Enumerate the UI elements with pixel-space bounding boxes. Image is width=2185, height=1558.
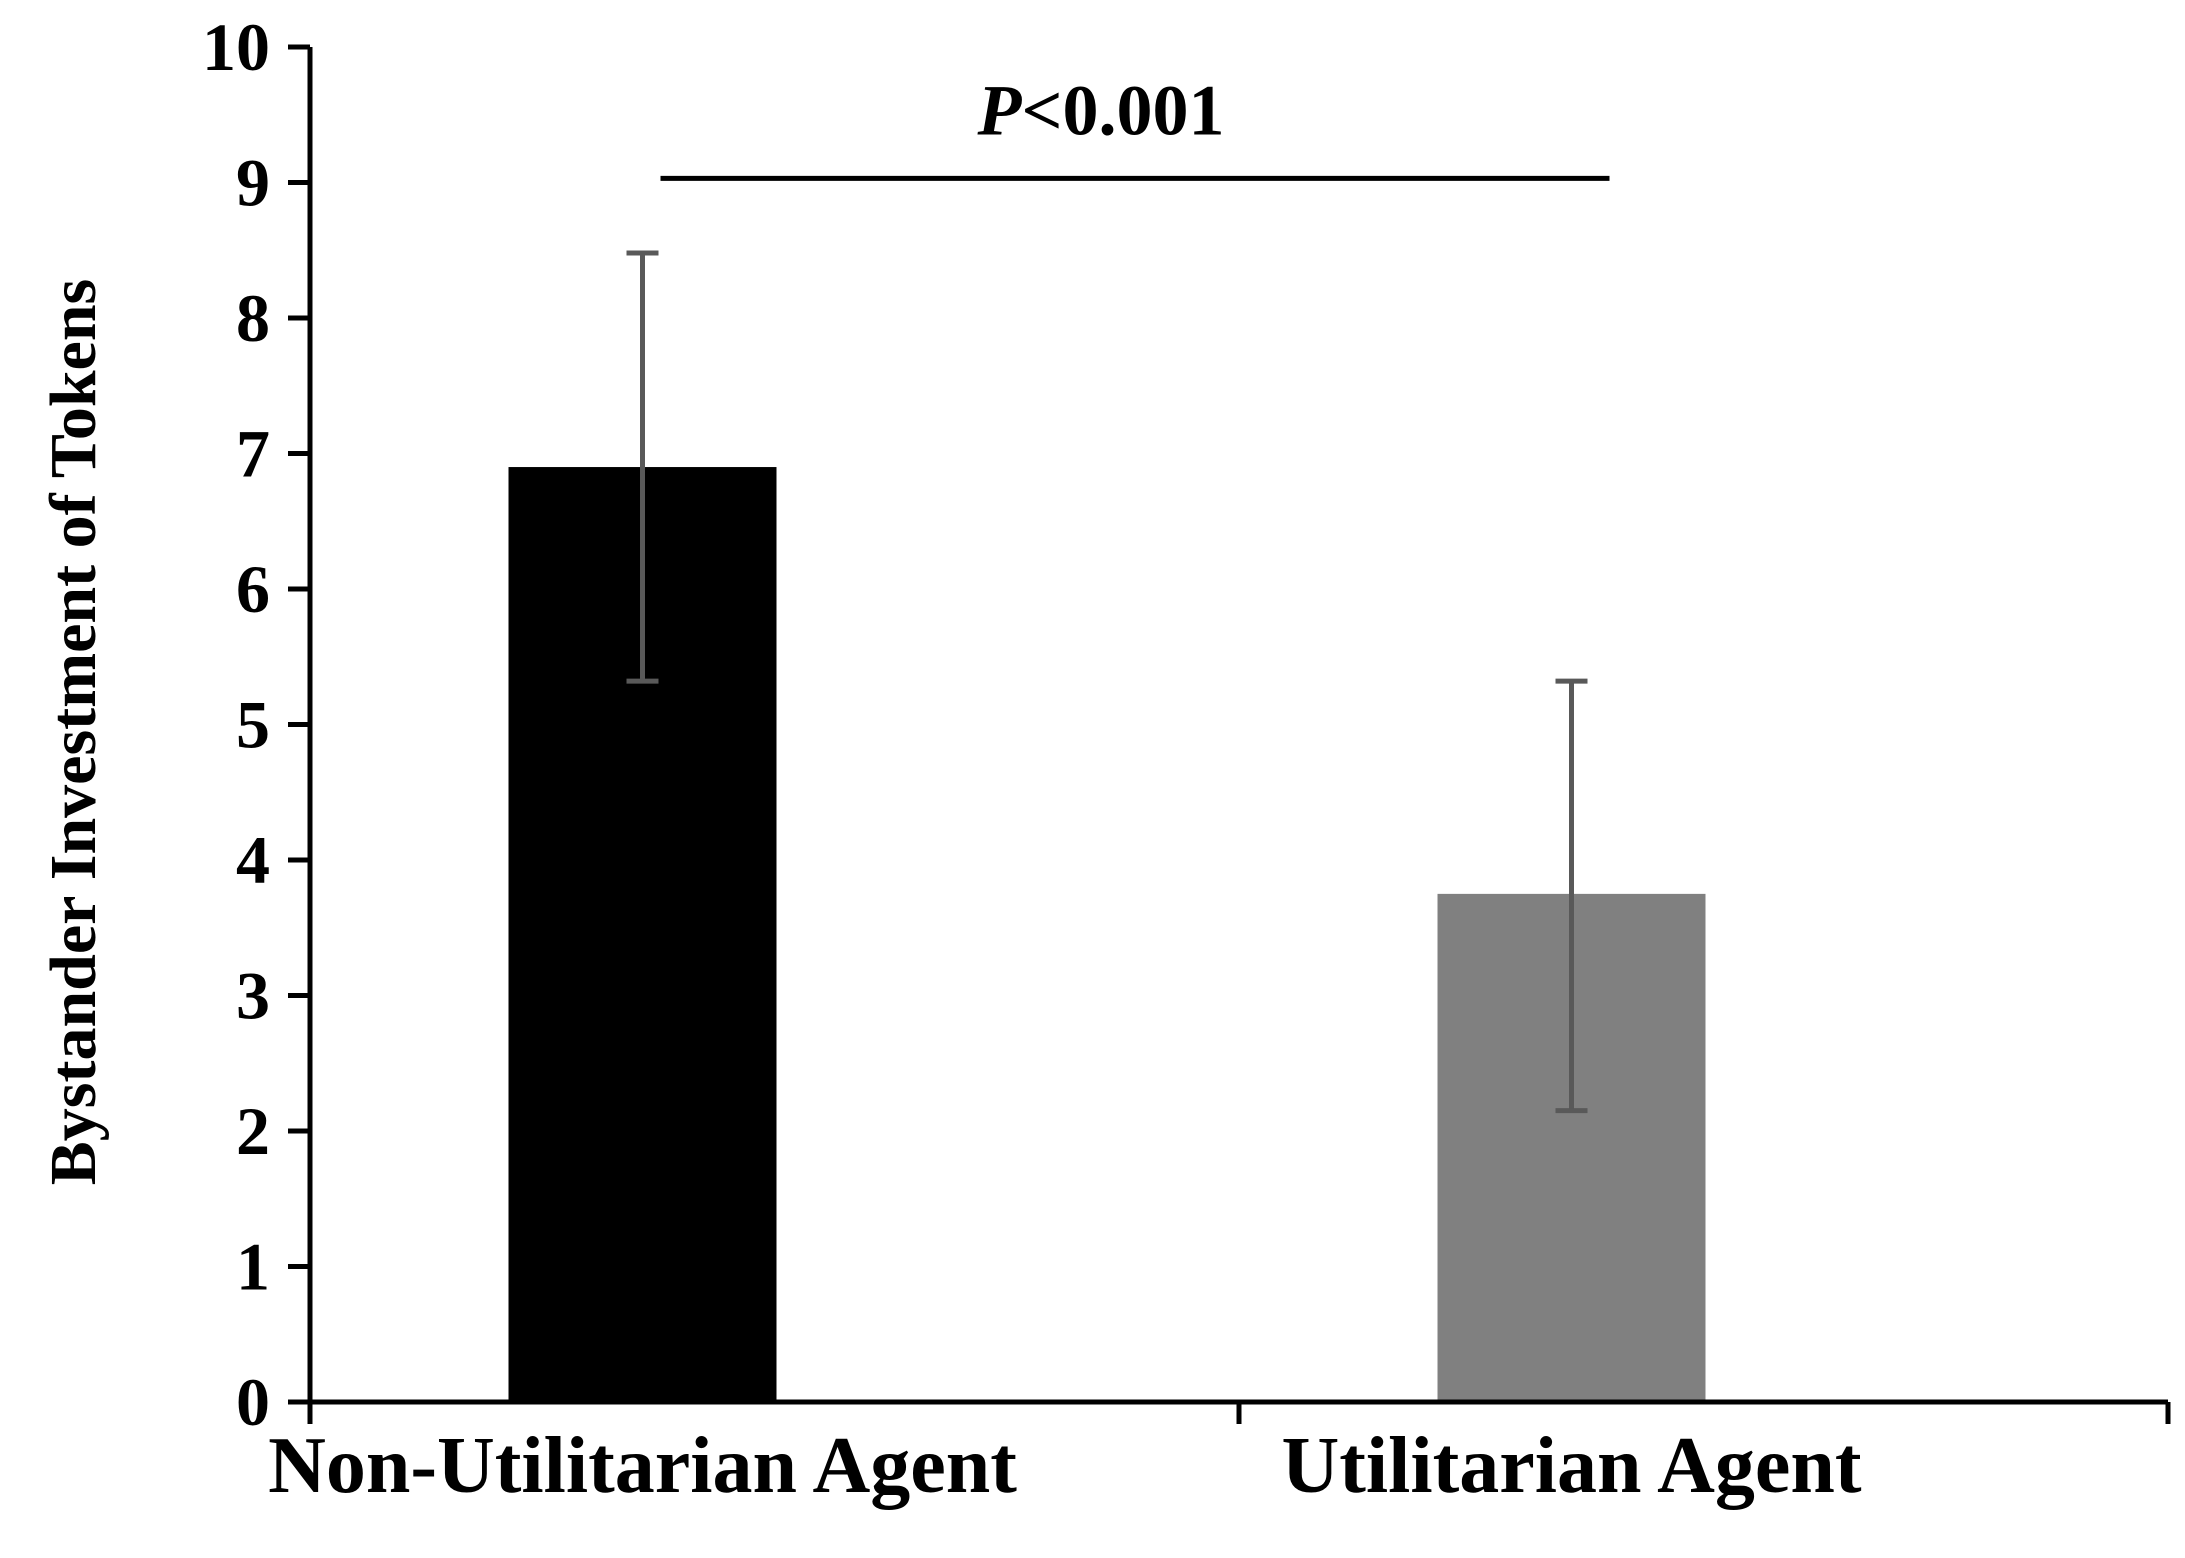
y-axis-ticks: 0 1 2 3 4 5 6 7 8 9 10 — [202, 9, 310, 1440]
y-tick-label: 1 — [236, 1229, 270, 1305]
y-tick-label: 7 — [236, 416, 270, 492]
y-tick-label: 2 — [236, 1093, 270, 1169]
y-axis-title: Bystander Investment of Tokens — [37, 279, 110, 1185]
significance-prefix: P — [976, 70, 1022, 150]
error-bars — [626, 250, 1588, 1114]
y-tick-label: 5 — [236, 687, 270, 763]
y-tick-label: 8 — [236, 280, 270, 356]
x-category-label: Non-Utilitarian Agent — [268, 1422, 1017, 1510]
y-tick-label: 3 — [236, 958, 270, 1034]
x-category-label: Utilitarian Agent — [1282, 1422, 1862, 1510]
y-tick-label: 10 — [202, 9, 270, 85]
x-axis-categories: Non-Utilitarian Agent Utilitarian Agent — [268, 1402, 2171, 1510]
significance-label: P<0.001 — [976, 70, 1224, 150]
y-tick-label: 9 — [236, 145, 270, 221]
significance-value: <0.001 — [1021, 70, 1224, 150]
bars — [508, 467, 1706, 1402]
y-tick-label: 0 — [236, 1364, 270, 1440]
y-tick-label: 4 — [236, 822, 270, 898]
y-tick-label: 6 — [236, 551, 270, 627]
